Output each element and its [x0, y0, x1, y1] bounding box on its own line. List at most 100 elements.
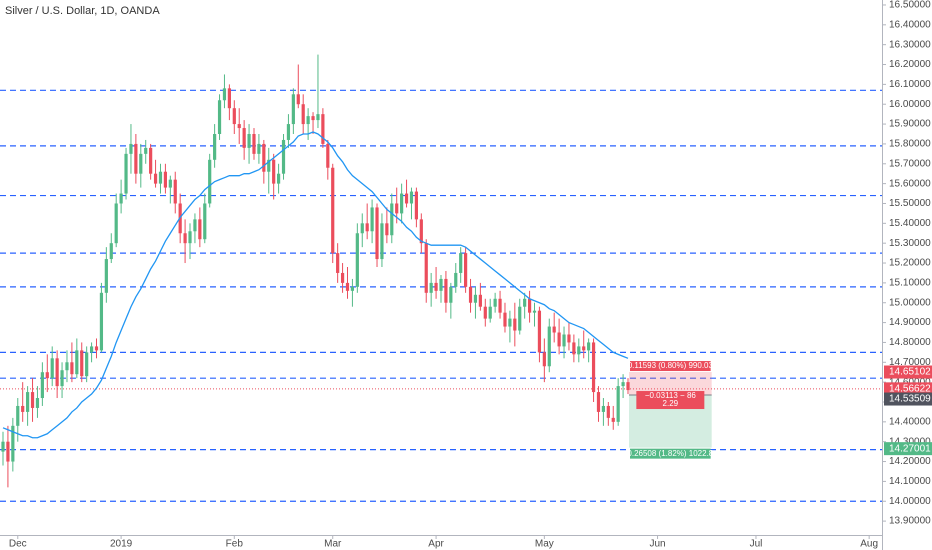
candle-body — [104, 259, 108, 293]
candle-body — [621, 382, 625, 387]
candle-body — [267, 159, 271, 172]
candle-body — [577, 346, 581, 355]
candle-body — [296, 94, 300, 105]
candle-body — [591, 342, 596, 393]
candle-body — [153, 173, 158, 184]
candle-body — [336, 253, 340, 273]
candle-body — [488, 306, 492, 319]
candle-body — [129, 143, 133, 154]
candle-body — [168, 179, 172, 188]
candle-body — [26, 392, 30, 412]
candle-body — [149, 147, 153, 174]
candle-body — [587, 342, 591, 351]
candle-body — [262, 143, 266, 172]
candle-body — [355, 233, 359, 287]
candle-body — [547, 326, 551, 367]
candle-body — [286, 124, 291, 140]
candle-body — [370, 207, 374, 232]
candle-body — [316, 114, 320, 121]
y-tick-label: 14.90000 — [889, 317, 931, 328]
candle-body — [222, 88, 227, 101]
y-tick-label: 15.20000 — [889, 258, 931, 269]
candle-body — [272, 159, 276, 184]
candle-body — [301, 104, 305, 125]
y-tick-label: 14.80000 — [889, 337, 931, 348]
candle-body — [257, 143, 261, 154]
price-tag-bg — [884, 382, 932, 396]
candle-body — [395, 203, 399, 214]
x-tick-label: Feb — [226, 539, 244, 550]
candle-body — [163, 171, 168, 188]
candle-body — [468, 286, 473, 303]
candle-body — [572, 342, 576, 355]
candle-body — [523, 298, 527, 307]
candle-body — [85, 352, 89, 377]
price-tag-bg — [884, 392, 932, 406]
candle-body — [518, 306, 522, 331]
candle-body — [532, 310, 537, 313]
target-label: 0.26508 (1.82%) 1022.8 — [627, 449, 713, 458]
candle-body — [513, 318, 517, 331]
y-tick-label: 14.60000 — [889, 377, 931, 388]
candle-body — [188, 231, 192, 244]
candle-body — [454, 272, 458, 287]
y-tick-label: 16.50000 — [889, 0, 931, 11]
target-label-bg — [630, 448, 711, 459]
candle-body — [65, 362, 69, 371]
candle-body — [16, 405, 20, 426]
candle-body — [611, 417, 615, 422]
levels — [0, 89, 882, 502]
entry-label: −0.03113 − 86 — [645, 391, 697, 400]
x-tick-label: Jul — [750, 539, 763, 550]
candle-body — [483, 306, 487, 319]
candle-body — [217, 100, 222, 134]
y-tick-label: 16.10000 — [889, 79, 931, 90]
candle-body — [232, 108, 236, 125]
candle-body — [414, 191, 418, 220]
stop-label-bg — [630, 361, 711, 372]
y-tick-label: 15.00000 — [889, 297, 931, 308]
candle-body — [311, 116, 315, 121]
stop-label: 0.11593 (0.80%) 990.03 — [628, 361, 714, 370]
x-tick-label: Mar — [324, 539, 342, 550]
candle-body — [99, 292, 104, 351]
entry-label-bg — [636, 391, 705, 410]
candle-body — [55, 358, 59, 387]
candle-body — [242, 128, 246, 148]
candle-body — [94, 346, 99, 351]
candle-body — [291, 94, 295, 125]
y-tick-label: 15.60000 — [889, 178, 931, 189]
candle-body — [444, 278, 448, 303]
candle-body — [350, 286, 355, 291]
price-tag-bg — [884, 365, 932, 379]
candle-body — [508, 318, 512, 327]
y-tick-label: 14.10000 — [889, 476, 931, 487]
candle-body — [439, 278, 443, 291]
y-tick-label: 14.70000 — [889, 357, 931, 368]
candle-body — [237, 124, 241, 129]
candle-body — [375, 207, 379, 260]
entry-label: 2.29 — [663, 399, 679, 408]
candle-body — [89, 346, 94, 353]
candle-body — [340, 272, 345, 283]
candle-body — [567, 334, 571, 343]
stop-zone — [629, 372, 712, 396]
y-tick-label: 16.20000 — [889, 59, 931, 70]
candle-body — [40, 372, 44, 399]
candle-body — [252, 133, 256, 154]
y-tick-label: 15.70000 — [889, 158, 931, 169]
price-tag: 14.27001 — [889, 443, 931, 454]
y-tick-label: 14.00000 — [889, 496, 931, 507]
candle-body — [158, 171, 163, 184]
candle-body — [404, 193, 409, 204]
labels: 16.50000 16.40000 16.30000 16.20000 16.10000… — [9, 0, 932, 550]
candle-body — [114, 203, 118, 244]
candle-body — [80, 350, 84, 377]
x-tick-label: Aug — [860, 539, 878, 550]
y-tick-label: 15.10000 — [889, 278, 931, 289]
price-tag: 14.65102 — [889, 367, 931, 378]
y-tick-label: 15.90000 — [889, 119, 931, 130]
candle-body — [459, 253, 463, 273]
candle-body — [50, 358, 54, 379]
